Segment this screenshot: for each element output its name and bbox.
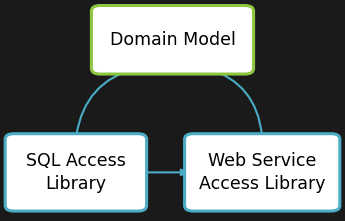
FancyBboxPatch shape <box>185 134 340 211</box>
Text: Domain Model: Domain Model <box>110 31 235 49</box>
Text: SQL Access
Library: SQL Access Library <box>26 152 126 193</box>
FancyBboxPatch shape <box>91 6 254 74</box>
FancyBboxPatch shape <box>5 134 147 211</box>
Text: Web Service
Access Library: Web Service Access Library <box>199 152 325 193</box>
